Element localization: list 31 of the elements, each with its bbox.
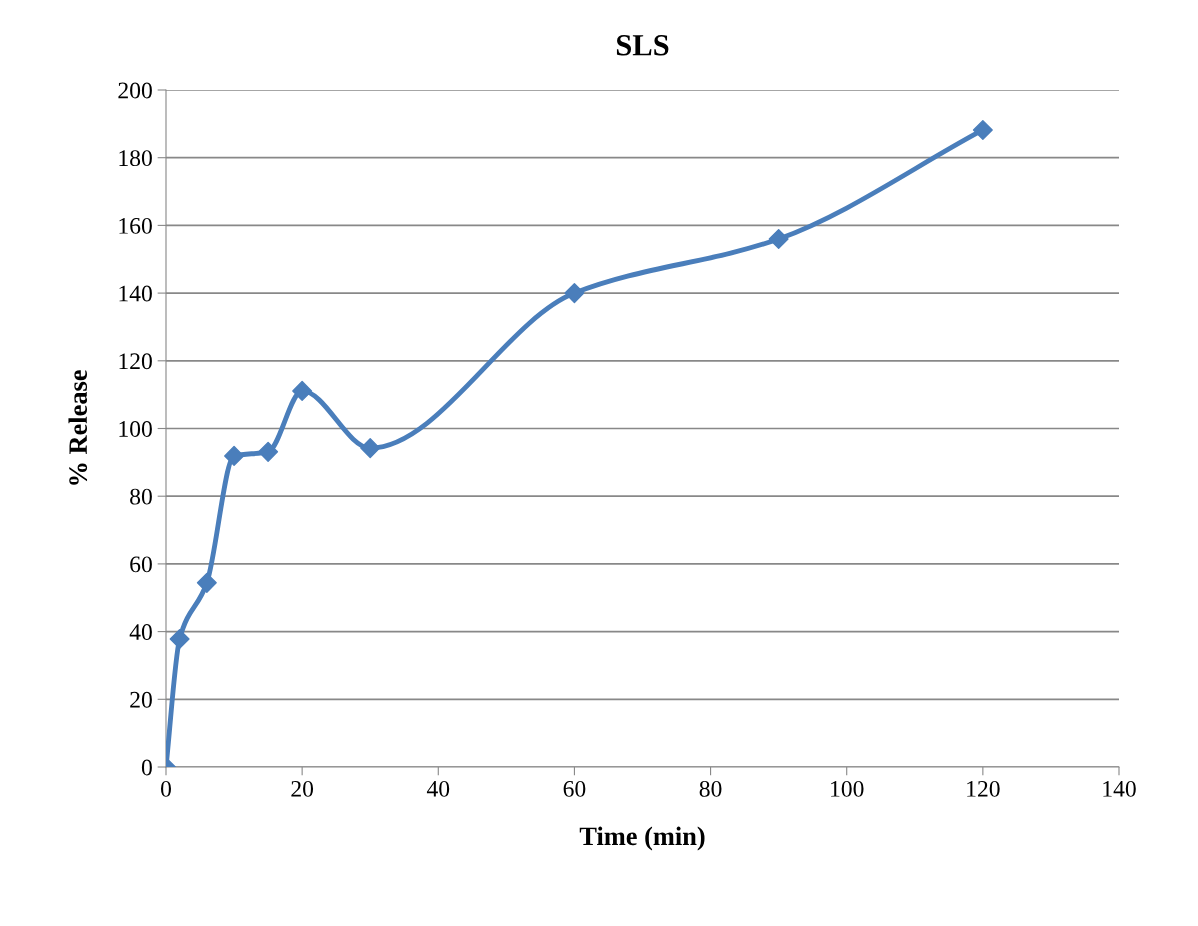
- x-tick-label: 140: [1103, 780, 1136, 797]
- y-tick-label: 180: [119, 150, 152, 167]
- y-tick-label: 120: [119, 353, 152, 370]
- x-tick-label: 80: [699, 780, 722, 797]
- y-tick-label: 40: [129, 624, 152, 641]
- y-tick-label: 100: [119, 420, 152, 437]
- point: [258, 441, 279, 462]
- point: [224, 445, 245, 466]
- x-tick-label: 40: [426, 780, 450, 797]
- x-tick-label: 120: [967, 780, 1000, 797]
- point: [360, 438, 381, 459]
- x-tick-label: 20: [291, 780, 314, 797]
- y-tick-label: 200: [118, 82, 152, 99]
- point: [196, 572, 217, 593]
- y-tick-label: 140: [119, 285, 152, 302]
- x-tick-label: 100: [831, 780, 864, 797]
- y-tick-label: 0: [141, 759, 152, 776]
- point: [972, 119, 993, 140]
- y-tick-label: 80: [130, 488, 152, 505]
- x-axis-title: Time (min): [579, 826, 705, 851]
- x-tick-label: 60: [563, 780, 586, 797]
- chart-title: SLS: [616, 35, 669, 56]
- point: [564, 283, 585, 304]
- point: [768, 228, 789, 249]
- y-tick-label: 160: [119, 217, 152, 234]
- y-tick-label: 60: [130, 556, 152, 573]
- x-tick-label: 0: [161, 780, 171, 797]
- y-axis-title: % Release: [68, 370, 88, 485]
- y-tick-label: 20: [130, 691, 152, 708]
- point: [169, 629, 190, 650]
- point: [292, 380, 313, 401]
